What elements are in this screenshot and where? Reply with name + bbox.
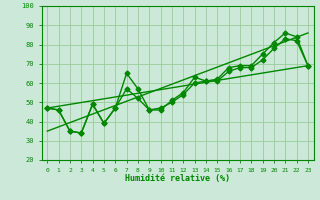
X-axis label: Humidité relative (%): Humidité relative (%)	[125, 174, 230, 183]
